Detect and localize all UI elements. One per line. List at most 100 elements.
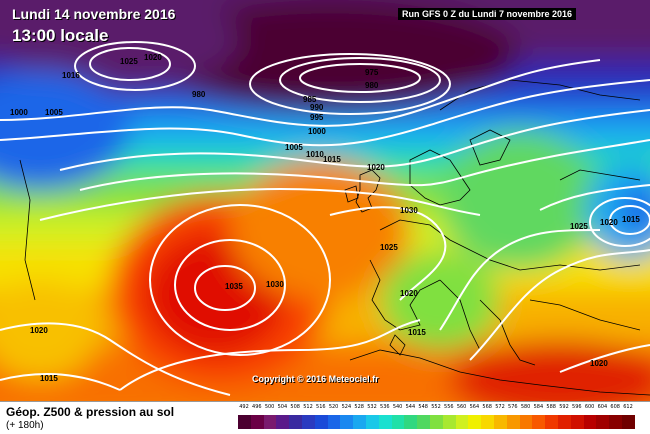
scale-tick: 576 (508, 404, 518, 410)
isobar-label: 1025 (120, 57, 138, 66)
scale-swatch (263, 415, 277, 429)
isobar-label: 1020 (600, 218, 618, 227)
isobar-label: 1020 (367, 163, 385, 172)
scale-tick: 492 (239, 404, 249, 410)
scale-swatch (391, 415, 405, 429)
scale-swatch (570, 415, 584, 429)
scale-tick: 580 (520, 404, 531, 410)
isobar-label: 1005 (285, 143, 303, 152)
isobar-label: 1035 (225, 282, 243, 291)
isobar-lines (0, 41, 650, 396)
isobar-label: 980 (365, 81, 379, 90)
isobar-label: 1025 (380, 243, 398, 252)
coastlines (19, 79, 650, 396)
scale-tick: 508 (290, 404, 300, 410)
scale-tick: 496 (252, 404, 262, 410)
isobar-label: 1005 (45, 108, 63, 117)
scale-swatch (506, 415, 520, 429)
scale-tick: 604 (597, 404, 608, 410)
scale-tick: 560 (456, 404, 467, 410)
scale-swatch (442, 415, 456, 429)
scale-tick: 564 (469, 404, 480, 410)
isobar-label: 1020 (590, 359, 608, 368)
isobar-label: 995 (310, 113, 324, 122)
isobar-label: 1015 (408, 328, 426, 337)
scale-tick: 516 (316, 404, 326, 410)
scale-tick: 592 (559, 404, 569, 410)
scale-tick: 536 (380, 404, 390, 410)
scale-swatch (545, 415, 558, 429)
weather-map: 1025 1020 975 980 1016 1000 1005 980 985 990 995 10… (0, 0, 650, 401)
isobar-label: 990 (310, 103, 324, 112)
scale-tick: 540 (392, 404, 403, 410)
isobar-label: 980 (192, 90, 206, 99)
scale-tick: 600 (584, 404, 595, 410)
legend: Géop. Z500 & pression au sol (+ 180h) 49… (0, 401, 650, 434)
model-run: Run GFS 0 Z du Lundi 7 novembre 2016 (398, 8, 577, 20)
scale-tick: 500 (264, 404, 275, 410)
scale-tick: 568 (482, 404, 492, 410)
scale-tick: 596 (572, 404, 582, 410)
scale-swatch (430, 415, 443, 429)
scale-swatch (468, 415, 482, 429)
isobar-label: 1020 (144, 53, 162, 62)
copyright: Copyright © 2016 Meteociel.fr (252, 374, 379, 384)
isobar-label: 1000 (308, 127, 326, 136)
legend-title: Géop. Z500 & pression au sol (6, 405, 175, 419)
scale-swatch (481, 415, 494, 429)
scale-tick: 552 (431, 404, 441, 410)
forecast-time: 13:00 locale (12, 26, 109, 45)
scale-tick: 544 (405, 404, 416, 410)
isobar-label: 1020 (400, 289, 418, 298)
scale-swatch (238, 415, 251, 429)
scale-tick: 588 (546, 404, 556, 410)
scale-tick: 584 (533, 404, 544, 410)
scale-tick: 524 (341, 404, 352, 410)
scale-swatch (519, 415, 533, 429)
isobar-label: 1016 (62, 71, 80, 80)
scale-swatch (596, 415, 610, 429)
scale-tick: 608 (610, 404, 620, 410)
scale-tick: 512 (303, 404, 313, 410)
scale-swatch (353, 415, 366, 429)
scale-tick: 556 (444, 404, 454, 410)
isobar-label: 1020 (30, 326, 48, 335)
isobar-label: 1025 (570, 222, 588, 231)
legend-subtitle: (+ 180h) (6, 420, 44, 431)
scale-swatch (366, 415, 379, 429)
isobar-label: 1015 (622, 215, 640, 224)
scale-swatch (302, 415, 315, 429)
scale-tick: 572 (495, 404, 505, 410)
isobar-label: 1030 (266, 280, 284, 289)
scale-swatch (494, 415, 507, 429)
isobar-label: 1015 (323, 155, 341, 164)
isobar-label: 1015 (40, 374, 58, 383)
scale-swatch (378, 415, 392, 429)
isobar-label: 1010 (306, 150, 324, 159)
color-scale: 492 496 500 504 508 512 516 520 524 528 532 536 540 5… (238, 404, 638, 432)
scale-tick: 548 (418, 404, 428, 410)
scale-swatch (289, 415, 302, 429)
forecast-date: Lundi 14 novembre 2016 (12, 6, 176, 22)
scale-swatch (558, 415, 571, 429)
scale-swatch (404, 415, 418, 429)
scale-swatch (250, 415, 264, 429)
scale-swatch (609, 415, 622, 429)
scale-swatch (455, 415, 469, 429)
isobar-label: 985 (303, 95, 317, 104)
scale-swatch (314, 415, 328, 429)
scale-tick: 532 (367, 404, 377, 410)
scale-tick: 612 (623, 404, 633, 410)
scale-swatch (340, 415, 354, 429)
scale-tick: 528 (354, 404, 364, 410)
scale-tick: 520 (328, 404, 339, 410)
scale-swatch (583, 415, 597, 429)
scale-swatch (417, 415, 430, 429)
isobar-label: 1000 (10, 108, 28, 117)
scale-tick: 504 (277, 404, 288, 410)
scale-swatch (622, 415, 635, 429)
isobar-label: 1030 (400, 206, 418, 215)
scale-swatch (532, 415, 546, 429)
